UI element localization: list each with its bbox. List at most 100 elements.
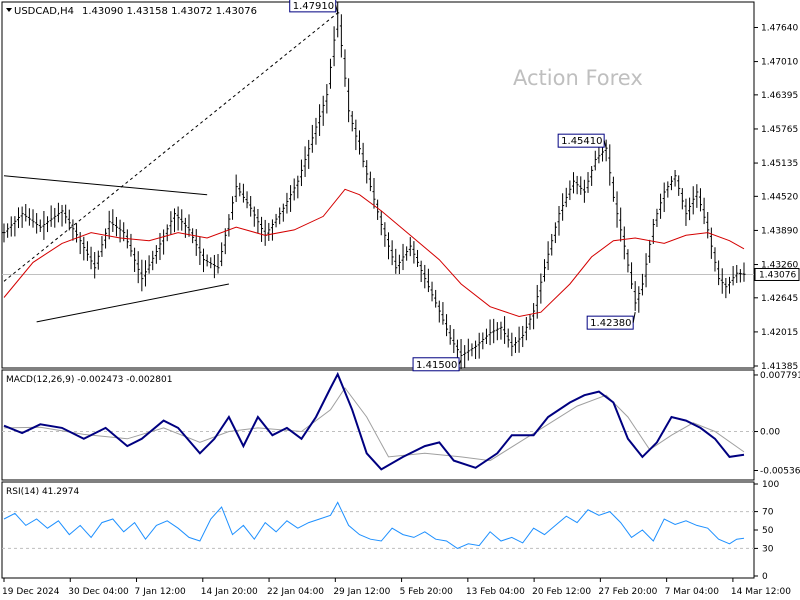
candle [6,223,10,238]
candle [390,240,394,266]
candle [2,223,6,243]
candle [640,273,644,296]
price-tick-label: 1.42645 [761,294,798,304]
candle [550,233,554,256]
price-tick-label: 1.47010 [761,58,798,68]
x-tick-label: 20 Feb 12:00 [532,587,591,597]
x-tick-label: 13 Feb 04:00 [466,587,525,597]
candle [401,243,405,271]
macd-layer [2,371,754,471]
candle [209,257,213,269]
candle [387,232,391,260]
candle [38,219,42,233]
candle [64,204,68,224]
candle [455,339,459,361]
candle [441,302,445,325]
candle [408,237,412,257]
candle [394,248,398,274]
candle [484,328,488,345]
candle [147,255,151,274]
candle [397,254,401,275]
moving-average-line [3,188,745,318]
candle [452,328,456,354]
candle [49,205,53,227]
candle [448,325,452,345]
candle [724,277,728,299]
axis-layer: 1.47640 1.47010 1.46395 1.45765 1.45135 1.445… [2,23,800,597]
price-annotation: 1.47910 [289,0,339,13]
candle [212,254,216,279]
x-tick-label: 30 Dec 04:00 [68,587,129,597]
candle [361,142,365,168]
price-pane [1,1,755,369]
rsi-tick-label: 50 [762,526,774,536]
candle [89,246,93,270]
candle [154,245,158,264]
candle [662,182,666,213]
candle [281,203,285,222]
candle [521,325,525,348]
candle [118,219,122,243]
candle [742,262,746,282]
candle [180,209,184,231]
candle [336,2,340,38]
candle [169,211,173,235]
candle [9,216,13,237]
dropdown-triangle-icon[interactable] [6,8,12,12]
price-tick-label: 1.45135 [761,159,798,169]
candle [198,236,202,266]
candle [136,251,140,284]
candle [492,318,496,344]
candle [466,338,470,361]
x-tick-label: 29 Jan 12:00 [333,587,390,597]
candle [339,14,343,58]
candle [713,247,717,272]
candle [176,206,180,231]
candle [143,260,147,287]
candle [575,175,579,195]
price-annotation: 1.41500 [412,357,462,372]
macd-header: MACD(12,26,9) -0.002473 -0.002801 [6,375,172,385]
ohlc-label: 1.43090 1.43158 1.43072 1.43076 [82,6,257,17]
candle [553,222,557,244]
candle [659,193,663,219]
candle [680,188,684,210]
candle [71,219,75,241]
candle [100,236,104,257]
candle [129,233,133,257]
candle [267,222,271,241]
candle [67,209,71,231]
candle [698,188,702,212]
x-tick-label: 5 Feb 20:00 [400,587,454,597]
candle [735,264,739,283]
candle [688,197,692,221]
macd-tick-label: 0.007791 [760,371,800,381]
candle [590,166,594,186]
candle [513,337,517,353]
candle [357,130,361,155]
candle [706,211,710,239]
candle [470,343,474,357]
candle [611,176,615,202]
candle [651,218,655,244]
candle [325,84,329,114]
candle [477,332,481,359]
candle [56,202,60,223]
candle [673,170,677,187]
price-tick-label: 1.42015 [761,328,798,338]
candle [13,216,17,237]
rsi-tick-label: 100 [762,480,779,490]
candle [499,321,503,340]
candle [151,250,155,271]
trendline [3,12,339,282]
annotation-label: 1.45410 [561,136,602,147]
annotation-label: 1.47910 [293,1,334,12]
candle [720,268,724,294]
candle [85,241,89,261]
candle [601,146,605,162]
candle [274,213,278,228]
candle [249,196,253,217]
annotation-leader [458,359,462,365]
candle [445,314,449,337]
candle [626,249,630,273]
